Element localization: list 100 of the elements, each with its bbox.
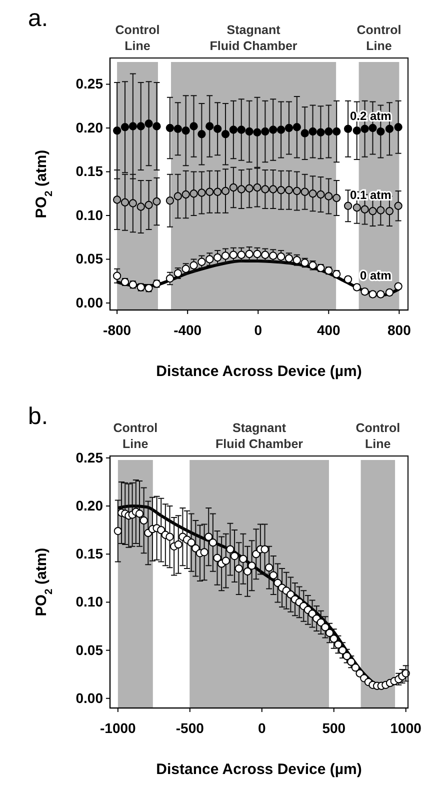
point <box>332 194 341 202</box>
y-tick-label: 0.20 <box>76 119 104 136</box>
point <box>152 197 161 206</box>
x-tick-label: 0 <box>254 322 262 338</box>
x-tick-label: -400 <box>174 322 202 338</box>
point <box>206 255 214 264</box>
x-tick-label: 500 <box>322 720 346 736</box>
point <box>229 250 238 259</box>
point <box>190 261 198 270</box>
point <box>198 130 206 138</box>
point <box>269 126 278 134</box>
band-label: Control Line <box>356 23 402 53</box>
point <box>300 129 309 138</box>
point <box>352 126 361 135</box>
point <box>316 128 325 136</box>
y-tick-label: 0.25 <box>76 449 104 466</box>
point <box>120 123 130 132</box>
y-tick-label: 0.05 <box>76 642 104 658</box>
point <box>136 202 145 211</box>
point <box>166 196 174 205</box>
point <box>152 122 161 130</box>
point <box>261 127 270 136</box>
chart-title: a. <box>28 5 48 32</box>
x-tick-label: 800 <box>388 322 412 338</box>
point <box>269 252 278 260</box>
point <box>385 207 394 216</box>
point <box>292 186 301 196</box>
y-tick-label: 0.05 <box>76 250 104 267</box>
point <box>261 250 270 259</box>
point <box>213 253 222 262</box>
point <box>253 183 262 192</box>
point <box>174 124 182 133</box>
point <box>276 126 286 134</box>
point <box>206 188 214 196</box>
point <box>261 185 270 194</box>
point <box>394 123 402 132</box>
point <box>112 126 122 135</box>
point <box>292 123 301 132</box>
band-label: Control Line <box>115 23 160 53</box>
point <box>144 120 153 128</box>
point <box>237 185 246 194</box>
point <box>136 122 145 130</box>
point <box>360 205 369 214</box>
point <box>269 185 278 194</box>
point <box>344 202 352 210</box>
point <box>112 272 122 280</box>
point <box>284 186 294 194</box>
point <box>198 188 206 197</box>
point <box>324 192 333 200</box>
point <box>245 184 254 192</box>
x-tick-label: -800 <box>103 322 132 338</box>
point <box>360 124 369 133</box>
point <box>376 206 385 214</box>
point <box>324 127 333 136</box>
point <box>245 127 254 136</box>
y-tick-label: 0.10 <box>76 594 104 610</box>
point <box>308 190 317 198</box>
band-label: Stagnant Fluid Chamber <box>210 23 298 53</box>
point <box>376 127 385 136</box>
band-label: Control Line <box>113 421 158 451</box>
point <box>316 190 325 199</box>
y-tick-label: 0.20 <box>76 497 104 514</box>
point <box>368 207 377 216</box>
series-label: 0 atm <box>360 268 392 282</box>
x-tick-label: 0 <box>258 720 266 736</box>
point <box>144 200 153 210</box>
point <box>276 186 286 194</box>
point <box>344 124 352 133</box>
point <box>128 122 137 130</box>
point <box>284 124 294 132</box>
point <box>276 252 286 261</box>
point <box>332 127 341 136</box>
x-tick-label: 1000 <box>390 720 422 736</box>
y-tick-label: 0.25 <box>76 76 104 92</box>
point <box>245 250 254 258</box>
point <box>190 190 198 198</box>
point <box>120 198 130 206</box>
point <box>198 258 206 266</box>
point <box>237 126 246 134</box>
point <box>300 188 309 196</box>
y-tick-label: 0.00 <box>76 690 104 706</box>
y-tick-label: 0.15 <box>76 546 104 562</box>
point <box>368 124 377 132</box>
point <box>128 199 137 208</box>
band-label: Stagnant Fluid Chamber <box>216 421 304 451</box>
point <box>229 183 238 192</box>
chart-title: b. <box>28 403 48 430</box>
x-tick-label: 400 <box>316 322 341 338</box>
point <box>166 274 174 283</box>
point <box>221 252 230 260</box>
y-tick-label: 0.00 <box>76 294 104 310</box>
point <box>237 250 246 259</box>
point <box>213 188 222 196</box>
x-axis-title: Distance Across Device (µm) <box>156 363 362 380</box>
x-axis-title: Distance Across Device (µm) <box>156 761 362 778</box>
point <box>229 126 238 134</box>
band-label: Control Line <box>356 421 400 451</box>
point <box>213 124 222 133</box>
x-tick-label: -500 <box>176 720 204 736</box>
y-tick-label: 0.10 <box>76 206 104 223</box>
